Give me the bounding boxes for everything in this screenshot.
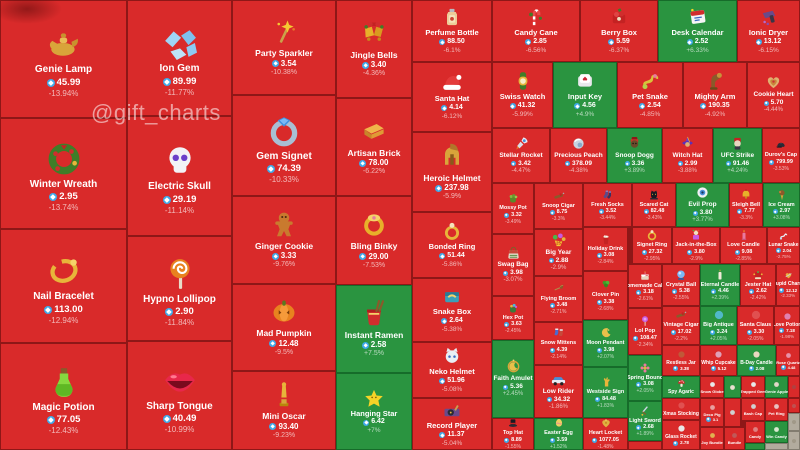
svg-text:25: 25 [556,240,561,245]
